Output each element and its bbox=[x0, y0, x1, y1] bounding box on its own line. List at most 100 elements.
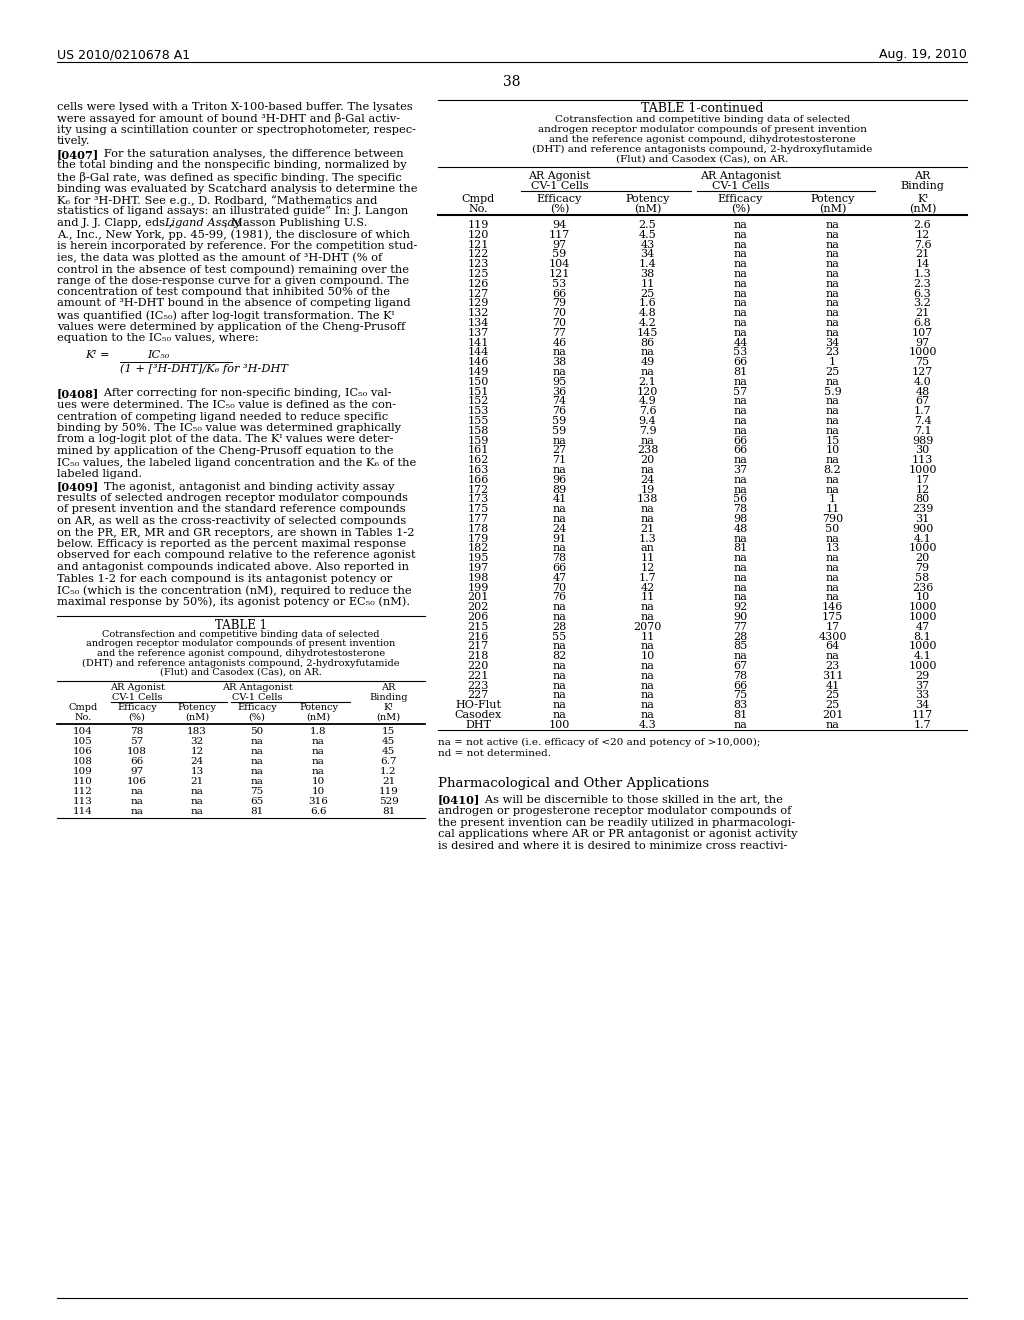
Text: 41: 41 bbox=[552, 495, 566, 504]
Text: 25: 25 bbox=[640, 289, 654, 298]
Text: na: na bbox=[553, 710, 566, 719]
Text: 19: 19 bbox=[640, 484, 654, 495]
Text: na: na bbox=[553, 612, 566, 622]
Text: na: na bbox=[641, 642, 654, 651]
Text: na: na bbox=[825, 407, 840, 416]
Text: 153: 153 bbox=[467, 407, 488, 416]
Text: 163: 163 bbox=[467, 465, 488, 475]
Text: Potency: Potency bbox=[177, 704, 216, 713]
Text: range of the dose-response curve for a given compound. The: range of the dose-response curve for a g… bbox=[57, 276, 410, 285]
Text: [0408]: [0408] bbox=[57, 388, 99, 400]
Text: na: na bbox=[825, 651, 840, 661]
Text: 221: 221 bbox=[467, 671, 488, 681]
Text: 48: 48 bbox=[733, 524, 748, 533]
Text: 117: 117 bbox=[549, 230, 570, 240]
Text: 11: 11 bbox=[825, 504, 840, 515]
Text: na: na bbox=[733, 220, 748, 230]
Text: the β-Gal rate, was defined as specific binding. The specific: the β-Gal rate, was defined as specific … bbox=[57, 172, 401, 183]
Text: Binding: Binding bbox=[900, 181, 944, 191]
Text: 150: 150 bbox=[467, 376, 488, 387]
Text: na: na bbox=[733, 553, 748, 564]
Text: 138: 138 bbox=[637, 495, 658, 504]
Text: na: na bbox=[641, 602, 654, 612]
Text: results of selected androgen receptor modulator compounds: results of selected androgen receptor mo… bbox=[57, 492, 408, 503]
Text: 129: 129 bbox=[467, 298, 488, 309]
Text: 121: 121 bbox=[467, 240, 488, 249]
Text: 179: 179 bbox=[467, 533, 488, 544]
Text: 20: 20 bbox=[915, 553, 930, 564]
Text: below. Efficacy is reported as the percent maximal response: below. Efficacy is reported as the perce… bbox=[57, 539, 407, 549]
Text: 10: 10 bbox=[640, 651, 654, 661]
Text: 74: 74 bbox=[552, 396, 566, 407]
Text: Binding: Binding bbox=[370, 693, 408, 701]
Text: 21: 21 bbox=[640, 524, 654, 533]
Text: na: na bbox=[641, 671, 654, 681]
Text: na: na bbox=[733, 484, 748, 495]
Text: 76: 76 bbox=[552, 593, 566, 602]
Text: 2.5: 2.5 bbox=[639, 220, 656, 230]
Text: 38: 38 bbox=[503, 75, 521, 88]
Text: were assayed for amount of bound ³H-DHT and β-Gal activ-: were assayed for amount of bound ³H-DHT … bbox=[57, 114, 400, 124]
Text: 37: 37 bbox=[733, 465, 748, 475]
Text: (%): (%) bbox=[731, 205, 751, 214]
Text: (nM): (nM) bbox=[306, 713, 331, 722]
Text: na: na bbox=[641, 690, 654, 701]
Text: 108: 108 bbox=[127, 747, 146, 756]
Text: Efficacy: Efficacy bbox=[718, 194, 763, 205]
Text: 20: 20 bbox=[640, 455, 654, 465]
Text: na: na bbox=[825, 308, 840, 318]
Text: 108: 108 bbox=[73, 758, 93, 767]
Text: 78: 78 bbox=[552, 553, 566, 564]
Text: na: na bbox=[825, 455, 840, 465]
Text: CV-1 Cells: CV-1 Cells bbox=[712, 181, 769, 191]
Text: 76: 76 bbox=[552, 407, 566, 416]
Text: 6.3: 6.3 bbox=[913, 289, 932, 298]
Text: na: na bbox=[733, 308, 748, 318]
Text: 59: 59 bbox=[552, 416, 566, 426]
Text: na: na bbox=[641, 504, 654, 515]
Text: After correcting for non-specific binding, IC₅₀ val-: After correcting for non-specific bindin… bbox=[93, 388, 391, 399]
Text: 900: 900 bbox=[911, 524, 933, 533]
Text: 100: 100 bbox=[549, 719, 570, 730]
Text: na: na bbox=[825, 533, 840, 544]
Text: Potency: Potency bbox=[626, 194, 670, 205]
Text: 34: 34 bbox=[915, 700, 930, 710]
Text: 7.4: 7.4 bbox=[913, 416, 931, 426]
Text: 4.8: 4.8 bbox=[639, 308, 656, 318]
Text: , Masson Publishing U.S.: , Masson Publishing U.S. bbox=[224, 218, 368, 228]
Text: Potency: Potency bbox=[810, 194, 855, 205]
Text: 43: 43 bbox=[640, 240, 654, 249]
Text: na: na bbox=[825, 249, 840, 260]
Text: 66: 66 bbox=[130, 758, 143, 767]
Text: from a log-logit plot of the data. The Kᴵ values were deter-: from a log-logit plot of the data. The K… bbox=[57, 434, 393, 445]
Text: 59: 59 bbox=[552, 426, 566, 436]
Text: 77: 77 bbox=[553, 327, 566, 338]
Text: CV-1 Cells: CV-1 Cells bbox=[112, 693, 162, 701]
Text: 7.9: 7.9 bbox=[639, 426, 656, 436]
Text: 106: 106 bbox=[73, 747, 93, 756]
Text: 220: 220 bbox=[467, 661, 488, 671]
Text: na: na bbox=[190, 797, 204, 807]
Text: Pharmacological and Other Applications: Pharmacological and Other Applications bbox=[438, 776, 710, 789]
Text: 34: 34 bbox=[640, 249, 654, 260]
Text: 23: 23 bbox=[825, 661, 840, 671]
Text: 1.7: 1.7 bbox=[913, 719, 931, 730]
Text: 120: 120 bbox=[467, 230, 488, 240]
Text: 33: 33 bbox=[915, 690, 930, 701]
Text: na: na bbox=[825, 318, 840, 327]
Text: na: na bbox=[825, 298, 840, 309]
Text: 98: 98 bbox=[733, 513, 748, 524]
Text: AR Antagonist: AR Antagonist bbox=[700, 172, 781, 181]
Text: 8.1: 8.1 bbox=[913, 631, 932, 642]
Text: Tables 1-2 for each compound is its antagonist potency or: Tables 1-2 for each compound is its anta… bbox=[57, 573, 392, 583]
Text: na: na bbox=[312, 767, 325, 776]
Text: 132: 132 bbox=[467, 308, 488, 318]
Text: 25: 25 bbox=[825, 700, 840, 710]
Text: 71: 71 bbox=[552, 455, 566, 465]
Text: 173: 173 bbox=[467, 495, 488, 504]
Text: 182: 182 bbox=[467, 544, 488, 553]
Text: 316: 316 bbox=[308, 797, 329, 807]
Text: 66: 66 bbox=[733, 681, 748, 690]
Text: (%): (%) bbox=[129, 713, 145, 722]
Text: na: na bbox=[733, 298, 748, 309]
